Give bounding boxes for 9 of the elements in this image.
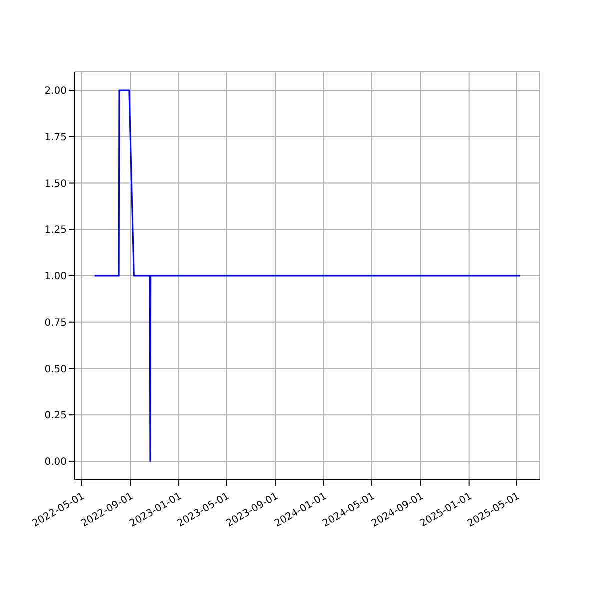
y-tick-label: 0.25 xyxy=(44,410,67,422)
y-tick-label: 1.50 xyxy=(44,178,67,190)
y-tick-label: 1.75 xyxy=(44,132,67,144)
y-tick-label: 0.00 xyxy=(44,457,67,468)
y-tick-label: 1.00 xyxy=(44,272,67,283)
y-tick-label: 1.25 xyxy=(44,225,67,236)
y-tick-label: 0.50 xyxy=(44,364,67,376)
y-tick-label: 0.75 xyxy=(44,318,67,329)
y-tick-label: 2.00 xyxy=(44,86,67,98)
